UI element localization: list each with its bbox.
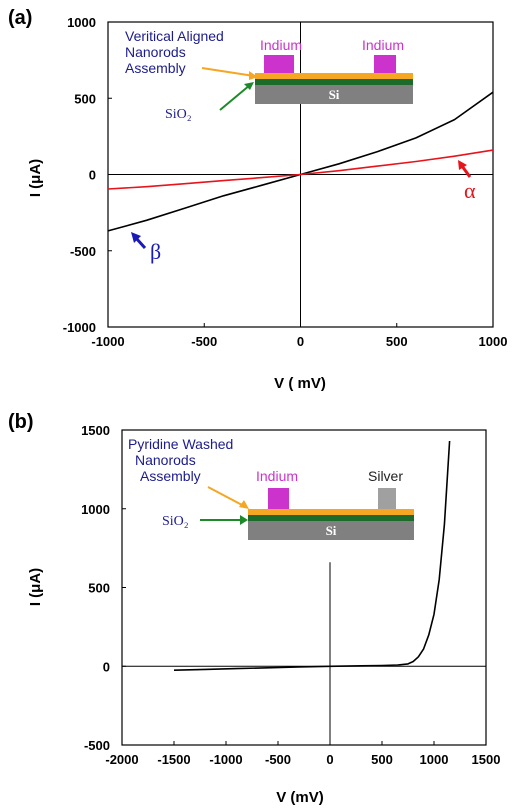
contact-label-b-1: Indium bbox=[256, 468, 298, 484]
y-tick-label: -500 bbox=[70, 244, 96, 259]
series-line-a-1 bbox=[107, 149, 494, 190]
x-tick-label: 1500 bbox=[472, 752, 501, 767]
series-b bbox=[173, 440, 451, 671]
y-tick-label: 500 bbox=[74, 91, 96, 106]
alpha-label: α bbox=[464, 178, 476, 203]
y-axis-label-a: I (μA) bbox=[27, 159, 44, 197]
alpha-arrow-head bbox=[458, 160, 467, 170]
x-tick-label: -500 bbox=[265, 752, 291, 767]
sio2-layer-b bbox=[248, 515, 414, 521]
contact-label-b-2: Silver bbox=[368, 468, 403, 484]
ticks-b: -2000 -1500 -1000 -500 0 500 1000 1500 1500 1000 5… bbox=[81, 423, 500, 767]
si-label-b: Si bbox=[326, 523, 337, 538]
x-tick-label: 500 bbox=[371, 752, 393, 767]
assembly-pointer-a bbox=[201, 67, 255, 77]
x-tick-label: 1000 bbox=[479, 334, 508, 349]
si-label-a: Si bbox=[329, 87, 340, 102]
beta-label: β bbox=[150, 239, 161, 264]
si-substrate-a bbox=[255, 85, 413, 104]
inset-a: Veritical Aligned Nanorods Assembly Indi… bbox=[125, 28, 413, 122]
assembly-pointer-b bbox=[207, 486, 245, 507]
panel-a-label: (a) bbox=[8, 7, 32, 29]
x-tick-label: -2000 bbox=[105, 752, 138, 767]
y-tick-label: 1500 bbox=[81, 423, 110, 438]
x-axis-label-a: V ( mV) bbox=[274, 375, 326, 392]
sio2-pointer-head-b bbox=[240, 515, 248, 525]
x-tick-label: 0 bbox=[297, 334, 304, 349]
beta-arrow bbox=[134, 236, 147, 250]
y-axis-label-b: I (μA) bbox=[27, 568, 44, 606]
alpha-annotation: α bbox=[458, 160, 476, 203]
assembly-label-a-line3: Assembly bbox=[125, 60, 186, 76]
y-tick-label: 0 bbox=[89, 168, 96, 183]
x-tick-label: -500 bbox=[191, 334, 217, 349]
panel-b-label: (b) bbox=[8, 411, 34, 433]
assembly-label-b-line2: Nanorods bbox=[135, 452, 196, 468]
sio2-label-b: SiO₂ bbox=[162, 514, 189, 529]
indium-contact-b bbox=[268, 488, 289, 509]
x-tick-label: -1000 bbox=[209, 752, 242, 767]
assembly-label-b-line3: Assembly bbox=[140, 468, 201, 484]
beta-arrow-head bbox=[131, 232, 141, 243]
y-tick-label: -1000 bbox=[63, 320, 96, 335]
sio2-layer-a bbox=[255, 79, 413, 85]
x-tick-label: -1500 bbox=[157, 752, 190, 767]
y-tick-label: 1000 bbox=[81, 502, 110, 517]
ticks-a: -1000 -500 0 500 1000 1000 500 0 -500 -1000 bbox=[63, 15, 508, 349]
indium-contact-left-a bbox=[264, 55, 294, 73]
series-line-b-0 bbox=[173, 440, 451, 671]
sio2-label-a: SiO₂ bbox=[165, 107, 192, 122]
inset-b: Pyridine Washed Nanorods Assembly Indium… bbox=[128, 436, 414, 540]
silver-contact-b bbox=[378, 488, 396, 509]
x-tick-label: -1000 bbox=[91, 334, 124, 349]
assembly-label-b-line1: Pyridine Washed bbox=[128, 436, 233, 452]
axes-b bbox=[122, 562, 486, 745]
x-axis-label-b: V (mV) bbox=[276, 789, 324, 806]
panel-b: (b) -2000 -1500 -1000 -500 0 500 1000 1500 1500 1… bbox=[8, 411, 500, 806]
series-a bbox=[107, 91, 494, 232]
contact-label-a-2: Indium bbox=[362, 37, 404, 53]
y-tick-label: 0 bbox=[103, 659, 110, 674]
indium-contact-right-a bbox=[374, 55, 396, 73]
x-tick-label: 1000 bbox=[420, 752, 449, 767]
x-tick-label: 0 bbox=[326, 752, 333, 767]
si-substrate-b bbox=[248, 521, 414, 540]
y-tick-label: 1000 bbox=[67, 15, 96, 30]
y-tick-label: -500 bbox=[84, 738, 110, 753]
alpha-arrow bbox=[460, 165, 472, 178]
x-tick-label: 500 bbox=[386, 334, 408, 349]
assembly-label-a-line2: Nanorods bbox=[125, 44, 186, 60]
assembly-pointer-head-a bbox=[249, 71, 258, 80]
beta-annotation: β bbox=[131, 232, 161, 264]
assembly-pointer-head-b bbox=[239, 500, 249, 509]
assembly-label-a-line1: Veritical Aligned bbox=[125, 28, 224, 44]
contact-label-a-1: Indium bbox=[260, 37, 302, 53]
panel-a: (a) -1000 -500 0 500 1000 1000 500 0 -500 -1000 V… bbox=[8, 7, 507, 392]
sio2-pointer-a bbox=[219, 84, 251, 111]
nanorod-layer-a bbox=[255, 73, 413, 79]
nanorod-layer-b bbox=[248, 509, 414, 515]
y-tick-label: 500 bbox=[88, 581, 110, 596]
sio2-pointer-head-a bbox=[244, 82, 254, 90]
